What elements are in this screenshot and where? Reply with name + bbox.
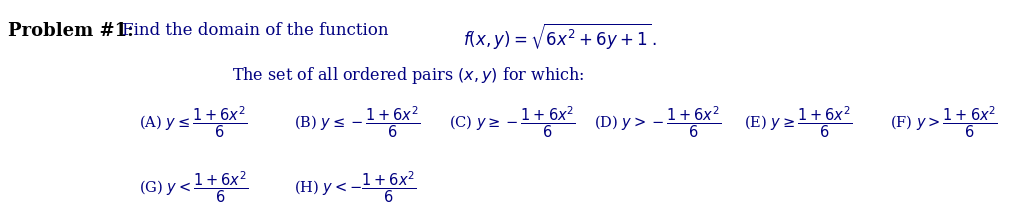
Text: $f(x, y) = \sqrt{6x^2 + 6y + 1}\,.$: $f(x, y) = \sqrt{6x^2 + 6y + 1}\,.$ bbox=[463, 22, 657, 52]
Text: (B) $y \leq -\dfrac{1+6x^2}{6}$: (B) $y \leq -\dfrac{1+6x^2}{6}$ bbox=[294, 104, 420, 140]
Text: (H) $y < -\dfrac{1+6x^2}{6}$: (H) $y < -\dfrac{1+6x^2}{6}$ bbox=[294, 170, 417, 205]
Text: (A) $y \leq \dfrac{1+6x^2}{6}$: (A) $y \leq \dfrac{1+6x^2}{6}$ bbox=[139, 104, 248, 140]
Text: (F) $y > \dfrac{1+6x^2}{6}$: (F) $y > \dfrac{1+6x^2}{6}$ bbox=[890, 104, 998, 140]
Text: (C) $y \geq -\dfrac{1+6x^2}{6}$: (C) $y \geq -\dfrac{1+6x^2}{6}$ bbox=[449, 104, 576, 140]
Text: (D) $y > -\dfrac{1+6x^2}{6}$: (D) $y > -\dfrac{1+6x^2}{6}$ bbox=[594, 104, 721, 140]
Text: Find the domain of the function: Find the domain of the function bbox=[122, 22, 394, 39]
Text: Problem #1:: Problem #1: bbox=[8, 22, 134, 40]
Text: (G) $y < \dfrac{1+6x^2}{6}$: (G) $y < \dfrac{1+6x^2}{6}$ bbox=[139, 170, 249, 205]
Text: The set of all ordered pairs $(x, y)$ for which:: The set of all ordered pairs $(x, y)$ fo… bbox=[232, 65, 585, 86]
Text: (E) $y \geq \dfrac{1+6x^2}{6}$: (E) $y \geq \dfrac{1+6x^2}{6}$ bbox=[744, 104, 852, 140]
